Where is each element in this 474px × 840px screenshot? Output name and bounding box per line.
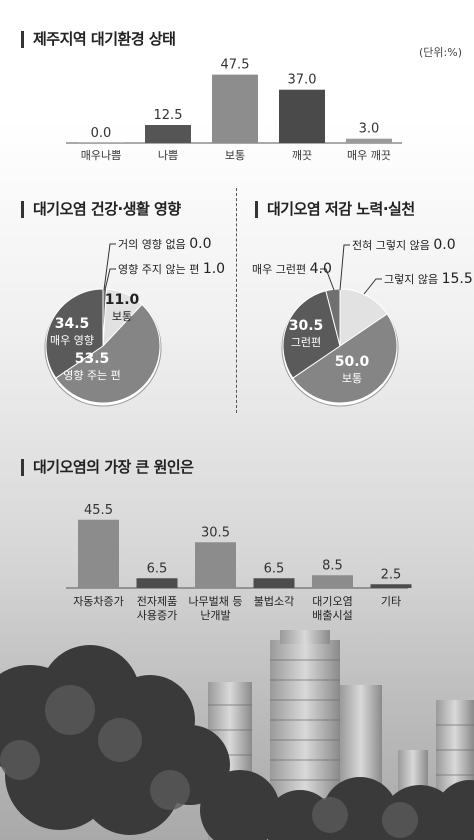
cause-value-label-1: 6.5 — [147, 561, 168, 576]
cause-category-label-0: 자동차증가 — [73, 595, 124, 608]
pie-label-3: 30.5 그런편 — [289, 318, 324, 349]
pie-slice-3 — [55, 303, 161, 404]
pie-label-4: 매우 그런편 4.0 — [252, 261, 332, 277]
bar-3 — [279, 89, 325, 143]
pie-leader-line-0 — [339, 244, 350, 291]
cause-bar-0 — [78, 519, 119, 588]
pollution-cause-bar-chart: 45.5 자동차증가 6.5 전자제품 사용증가 30.5 나무벌채 등 난개발 6.5 불법소각… — [66, 503, 412, 622]
pie-label-1: 영향 주지 않는 편 1.0 — [118, 261, 225, 277]
pie-label-0: 전혀 그렇지 않음 0.0 — [352, 237, 456, 253]
cause-bar-2 — [195, 542, 236, 588]
cause-bar-3 — [253, 578, 295, 588]
cause-bar-4 — [312, 575, 353, 588]
section-title-air-status: 제주지역 대기환경 상태 — [21, 30, 176, 48]
cause-category-label-4: 대기오염 배출시설 — [312, 595, 352, 622]
cause-category-label-3: 불법소각 — [254, 595, 294, 608]
pie-leader-line-1 — [104, 268, 116, 291]
pie-label-2: 50.0 보통 — [335, 354, 370, 385]
bar-category-label-2: 보통 — [225, 149, 245, 162]
bar-category-label-4: 매우 깨끗 — [347, 149, 391, 162]
pie-label-1: 그렇지 않음 15.5 — [384, 271, 473, 287]
unit-label: (단위:%) — [419, 46, 462, 59]
section-title-health-impact: 대기오염 건강·생활 영향 — [21, 200, 181, 218]
cause-value-label-5: 2.5 — [381, 567, 402, 582]
reduction-effort-pie-chart: 전혀 그렇지 않음 0.0 그렇지 않음 15.5 매우 그런편 4.0 30.5 그런… — [252, 237, 473, 407]
cause-category-label-5: 기타 — [381, 595, 401, 608]
column-divider — [236, 188, 237, 413]
pie-slice-2 — [292, 313, 398, 404]
bar-value-label-3: 37.0 — [288, 73, 317, 88]
pie-slice-3 — [282, 290, 341, 379]
cause-value-label-0: 45.5 — [84, 503, 113, 518]
bar-value-label-1: 12.5 — [154, 108, 183, 123]
pie-slice-4 — [45, 288, 104, 379]
pie-leader-line-1 — [363, 278, 382, 295]
cause-category-label-1: 전자제품 사용증가 — [137, 595, 177, 622]
pie-leader-line-0 — [103, 243, 116, 291]
cause-bar-5 — [370, 584, 412, 588]
bar-category-label-1: 나쁨 — [158, 149, 178, 162]
pie-label-3: 53.5 영향 주는 편 — [63, 351, 121, 382]
cause-value-label-2: 30.5 — [201, 525, 230, 540]
pie-label-0: 거의 영향 없음 0.0 — [118, 236, 211, 252]
bar-category-label-0: 매우나쁨 — [81, 149, 121, 162]
bar-value-label-0: 0.0 — [91, 126, 112, 141]
cause-category-label-2: 나무벌채 등 난개발 — [188, 595, 242, 622]
bar-category-label-3: 깨끗 — [292, 149, 312, 162]
bar-4 — [346, 138, 392, 143]
bar-value-label-2: 47.5 — [221, 58, 250, 73]
bar-1 — [145, 125, 191, 143]
bar-0 — [78, 142, 124, 143]
air-status-bar-chart: 0.0 매우나쁨 12.5 나쁨 47.5 보통 37.0 깨끗 3.0 매우 깨끗 — [66, 58, 402, 162]
pie-label-2: 11.0 보통 — [105, 292, 140, 323]
cause-value-label-3: 6.5 — [264, 561, 285, 576]
bar-value-label-4: 3.0 — [359, 122, 380, 137]
pie-leader-line-4 — [320, 268, 335, 291]
cause-value-label-4: 8.5 — [322, 558, 343, 573]
section-title-reduction-effort: 대기오염 저감 노력·실천 — [255, 200, 415, 218]
pie-slice-1 — [339, 288, 388, 347]
bar-2 — [212, 74, 258, 143]
health-impact-pie-chart: 거의 영향 없음 0.0 영향 주지 않는 편 1.0 53.5 영향 주는 편 34.… — [44, 236, 225, 407]
cause-bar-1 — [136, 578, 178, 588]
city-forest-background — [0, 630, 474, 840]
pie-label-4: 34.5 매우 영향 — [50, 316, 94, 347]
section-title-pollution-cause: 대기오염의 가장 큰 원인은 — [21, 458, 194, 476]
